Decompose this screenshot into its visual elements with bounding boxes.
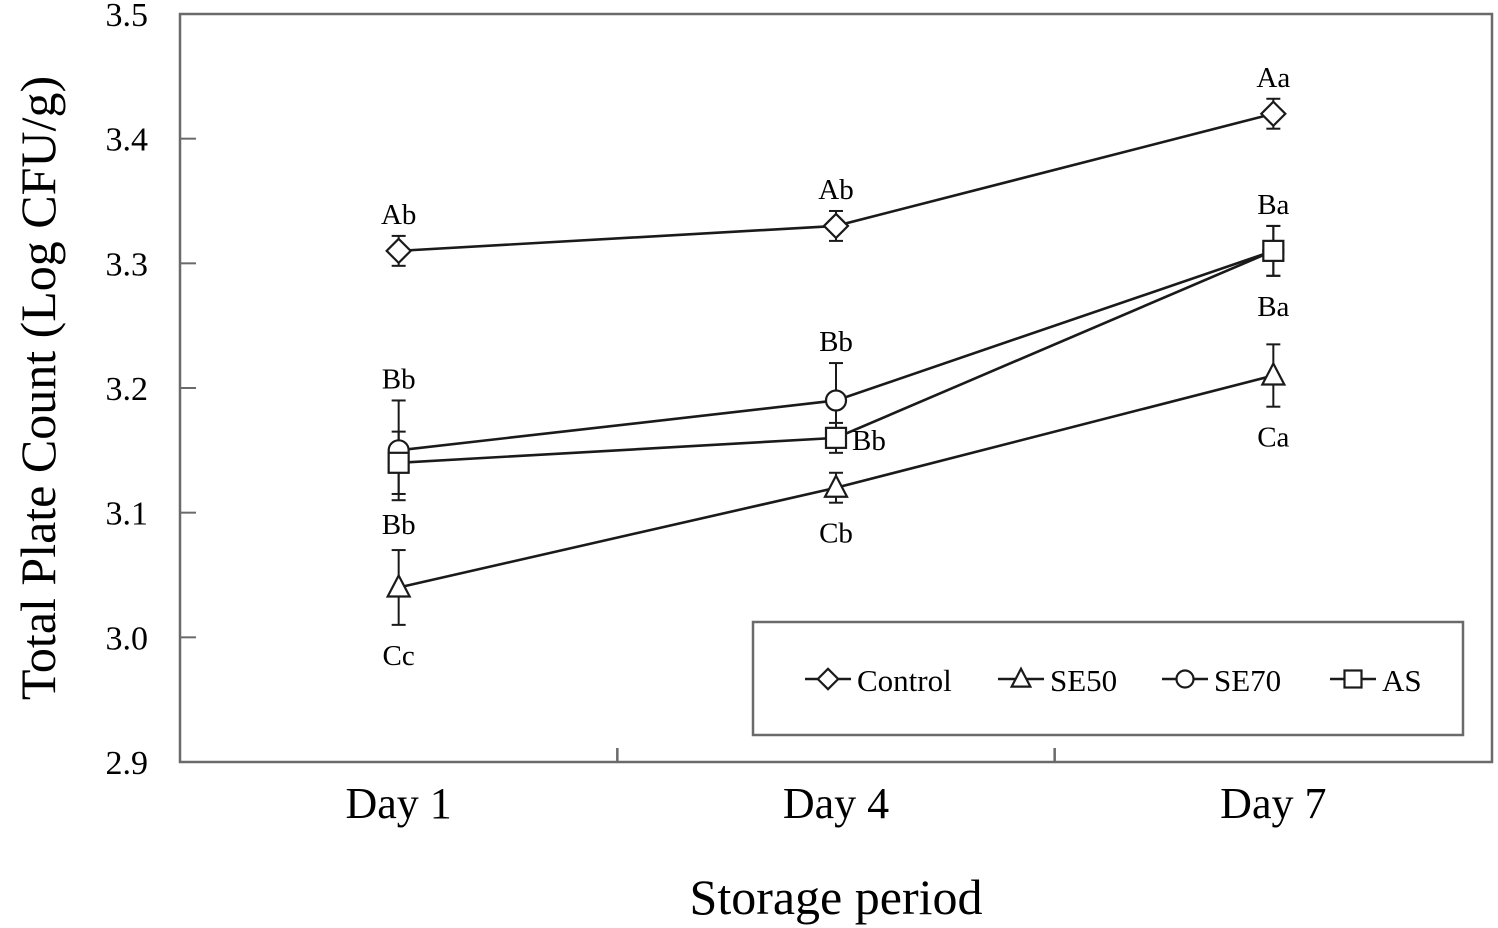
point-label: Cc bbox=[383, 640, 415, 672]
square-marker-as bbox=[387, 451, 410, 474]
square-marker-as bbox=[824, 426, 848, 449]
point-label: Ba bbox=[1257, 291, 1289, 323]
x-axis-title: Storage period bbox=[689, 869, 983, 925]
legend-circle-icon bbox=[1175, 669, 1195, 689]
square-marker-as bbox=[1262, 239, 1285, 262]
legend-square-icon bbox=[1343, 669, 1363, 689]
legend-label-control: Control bbox=[857, 663, 952, 698]
legend-label-as: AS bbox=[1382, 663, 1422, 698]
point-label: Bb bbox=[382, 363, 416, 395]
diamond-marker-control bbox=[822, 212, 850, 240]
y-tick-label: 3.5 bbox=[106, 0, 149, 34]
legend-diamond-icon bbox=[816, 667, 840, 691]
point-label: Bb bbox=[852, 425, 886, 457]
point-label: Cb bbox=[819, 518, 853, 550]
y-tick-label: 3.4 bbox=[106, 122, 149, 159]
y-axis-title: Total Plate Count (Log CFU/g) bbox=[10, 75, 66, 701]
legend-triangle-icon bbox=[1009, 666, 1033, 688]
legend-label-se70: SE70 bbox=[1214, 663, 1281, 698]
circle-marker-se70 bbox=[824, 389, 848, 412]
x-category-label: Day 4 bbox=[783, 779, 889, 828]
y-tick-label: 3.0 bbox=[106, 620, 149, 657]
diamond-marker-control bbox=[385, 237, 413, 265]
y-tick-label: 3.2 bbox=[106, 371, 149, 408]
point-label: Ab bbox=[818, 174, 853, 206]
x-category-label: Day 7 bbox=[1220, 779, 1326, 828]
y-tick-label: 3.3 bbox=[106, 246, 149, 283]
triangle-marker-se50 bbox=[823, 473, 849, 498]
triangle-marker-se50 bbox=[385, 573, 412, 598]
y-tick-label: 3.1 bbox=[106, 496, 149, 533]
point-label: Bb bbox=[382, 509, 416, 541]
triangle-marker-se50 bbox=[1260, 361, 1287, 386]
point-label: Ca bbox=[1257, 422, 1289, 454]
legend-label-se50: SE50 bbox=[1050, 663, 1117, 698]
y-tick-label: 2.9 bbox=[106, 745, 149, 782]
diamond-marker-control bbox=[1259, 100, 1287, 128]
point-label: Ab bbox=[381, 199, 416, 231]
point-label: Aa bbox=[1256, 62, 1290, 94]
point-label: Ba bbox=[1257, 189, 1289, 221]
point-label: Bb bbox=[819, 326, 853, 358]
x-category-label: Day 1 bbox=[346, 779, 452, 828]
